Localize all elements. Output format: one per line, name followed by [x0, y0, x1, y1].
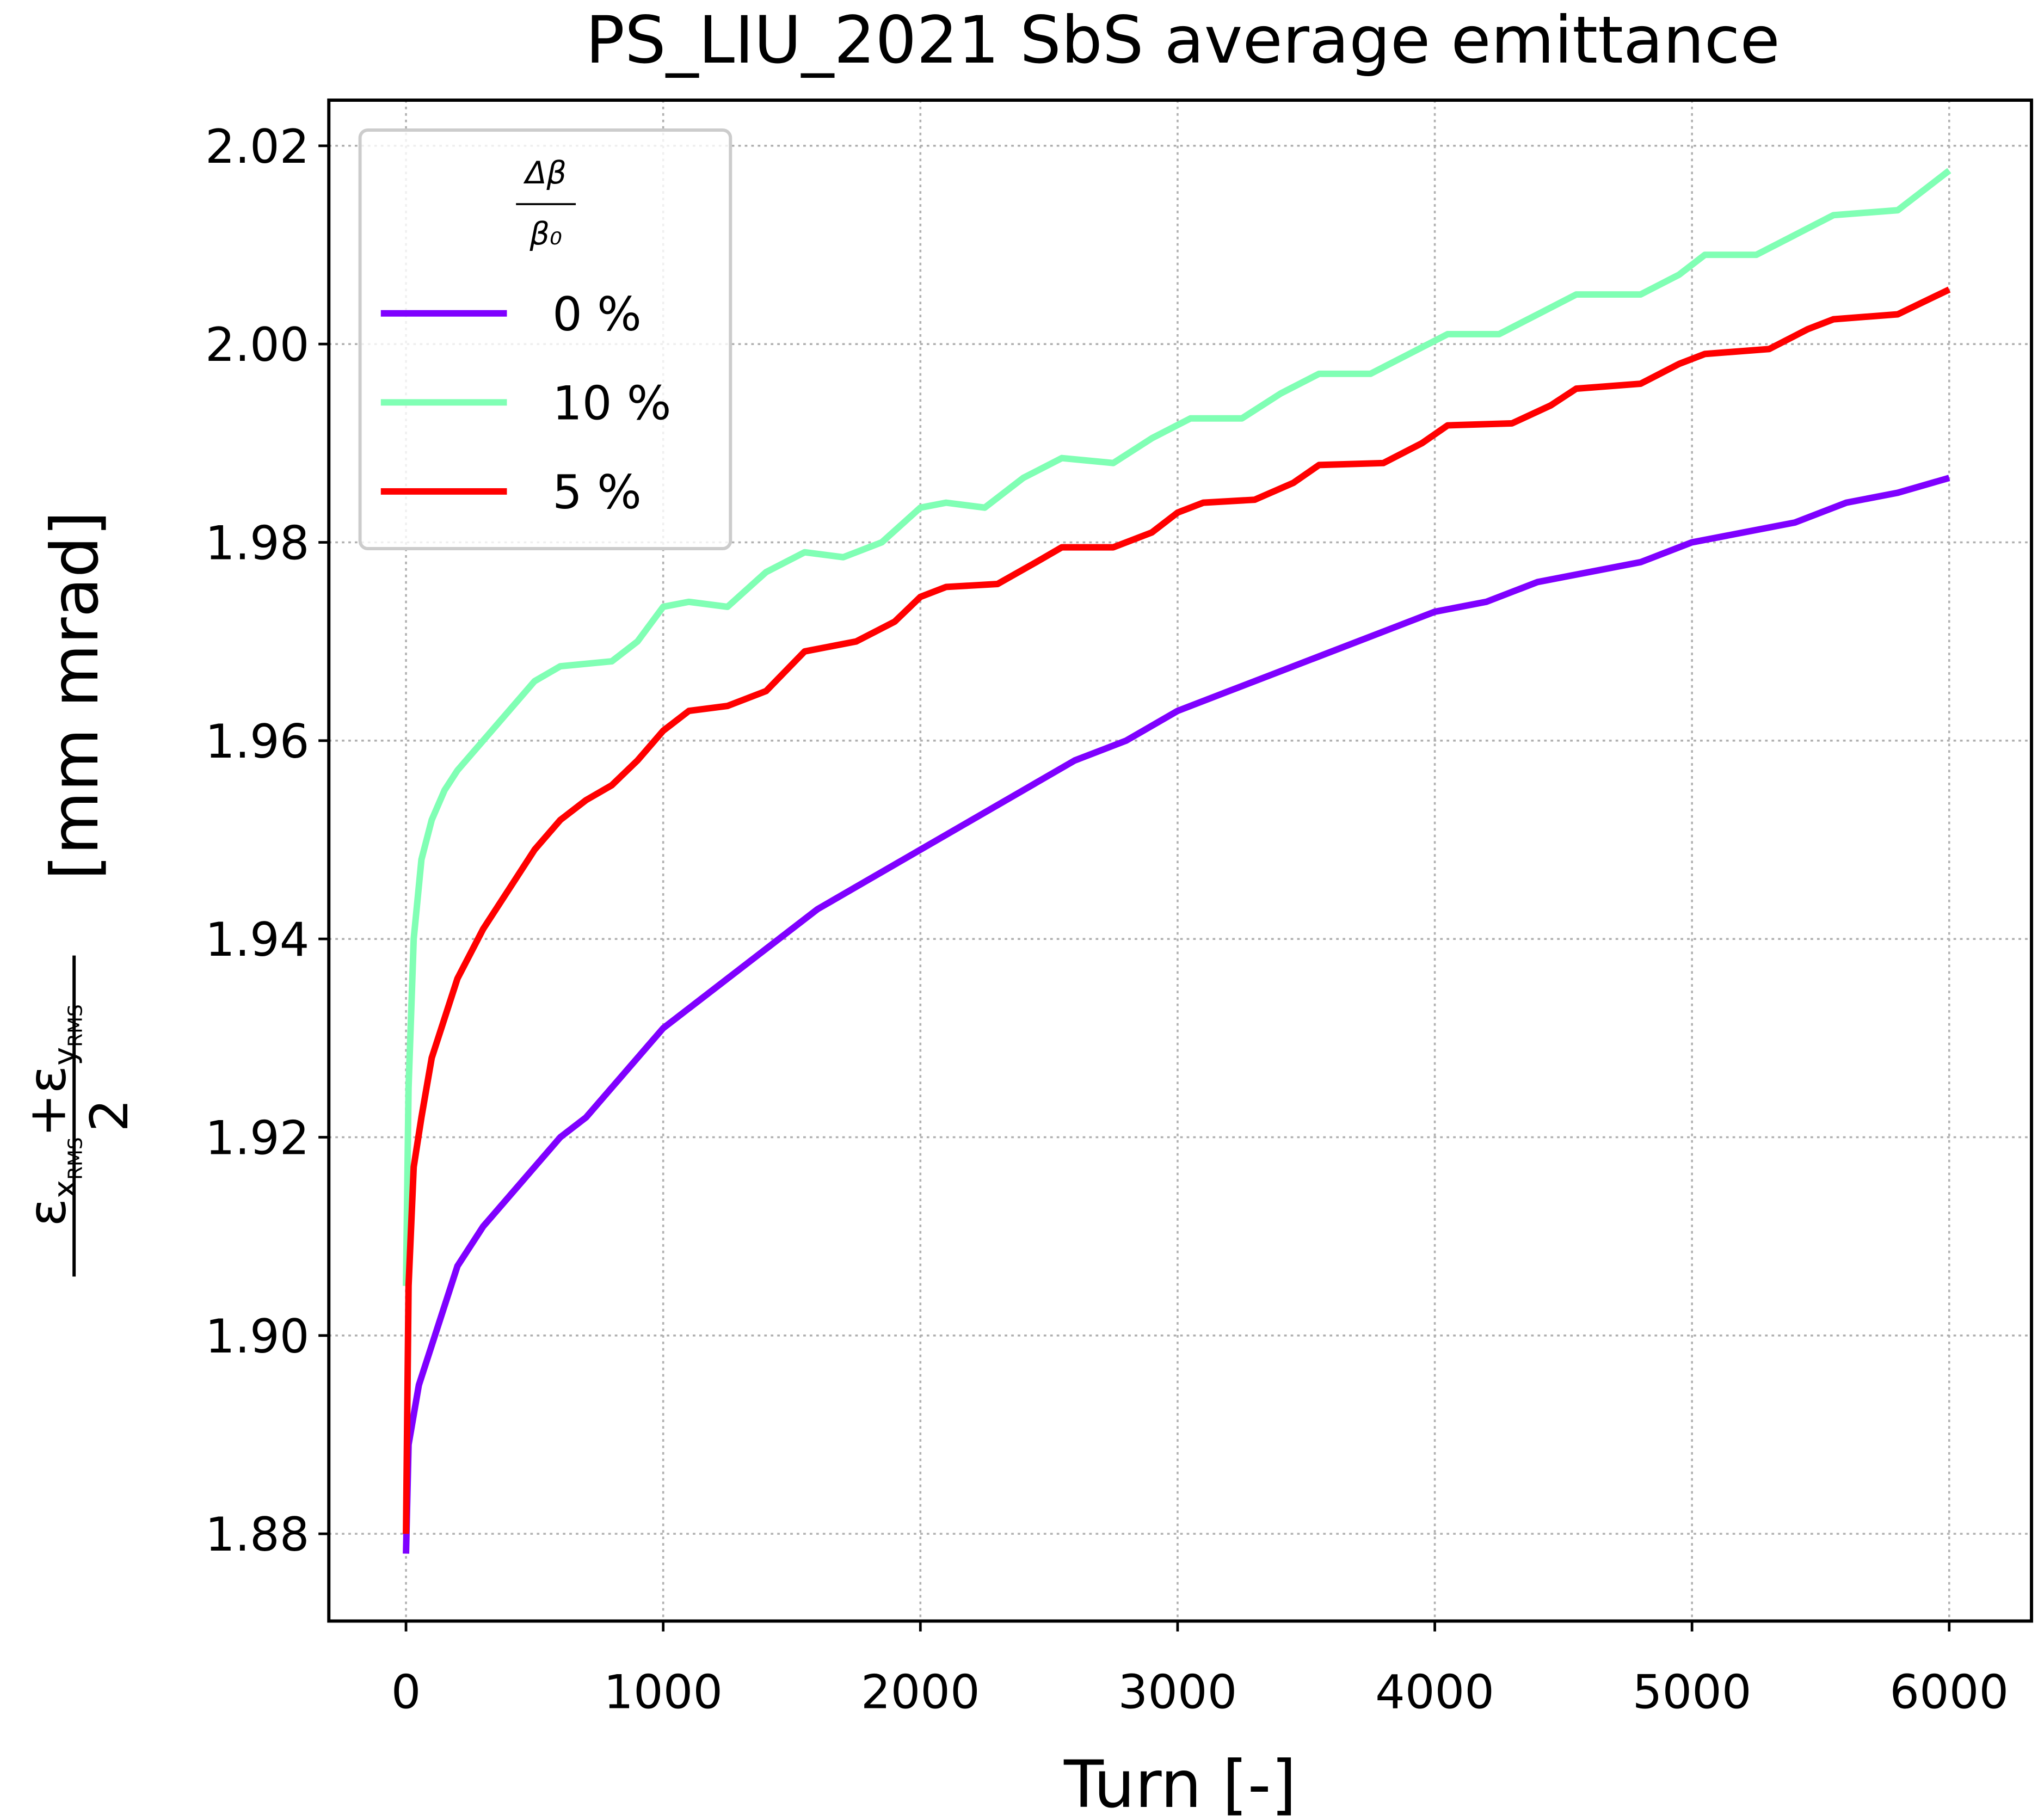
x-tick-label: 0: [391, 1665, 421, 1719]
x-tick-label: 5000: [1633, 1665, 1752, 1719]
legend-title-denominator: β₀: [529, 216, 562, 252]
series-line: [403, 168, 1951, 1286]
y-tick-label: 1.90: [205, 1309, 309, 1364]
label-part: ε: [16, 1066, 77, 1094]
y-label-unit: [mm mrad]: [38, 511, 113, 880]
chart-title: PS_LIU_2021 SbS average emittance: [586, 3, 1780, 78]
y-tick-label: 2.02: [205, 120, 309, 174]
plot-frame: [327, 99, 2034, 1623]
legend-box: [358, 128, 732, 551]
label-part: ε: [16, 1198, 77, 1227]
legend-label: 10 %: [552, 376, 671, 431]
legend-label: 5 %: [552, 465, 642, 520]
x-tick-label: 2000: [861, 1665, 980, 1719]
label-part: x: [47, 1180, 83, 1198]
y-tick-label: 2.00: [205, 318, 309, 372]
series-line: [403, 286, 1951, 1534]
y-label-denominator: 2: [79, 1099, 140, 1132]
series-line: [403, 475, 1950, 1554]
x-axis-label: Turn [-]: [1063, 1747, 1296, 1820]
x-tick-label: 6000: [1889, 1665, 2009, 1719]
legend: Δβ β₀ 0 % 10 % 5 %: [358, 128, 732, 551]
label-part: +: [16, 1093, 77, 1137]
x-tick-label: 1000: [604, 1665, 723, 1719]
y-tick-label: 1.92: [205, 1111, 309, 1166]
x-tick-label: 4000: [1375, 1665, 1494, 1719]
y-tick-label: 1.88: [205, 1508, 309, 1562]
y-tick-label: 1.94: [205, 913, 309, 967]
legend-label: 0 %: [552, 287, 642, 342]
y-tick-label: 1.96: [205, 715, 309, 769]
y-tick-label: 1.98: [205, 517, 309, 571]
y-label-numerator: εxRMS+εyRMS: [16, 1004, 87, 1226]
x-tick-label: 3000: [1118, 1665, 1237, 1719]
y-axis-label: εxRMS+εyRMS 2 [mm mrad]: [16, 511, 140, 1277]
label-part: y: [47, 1047, 83, 1066]
legend-title-numerator: Δβ: [523, 155, 567, 191]
